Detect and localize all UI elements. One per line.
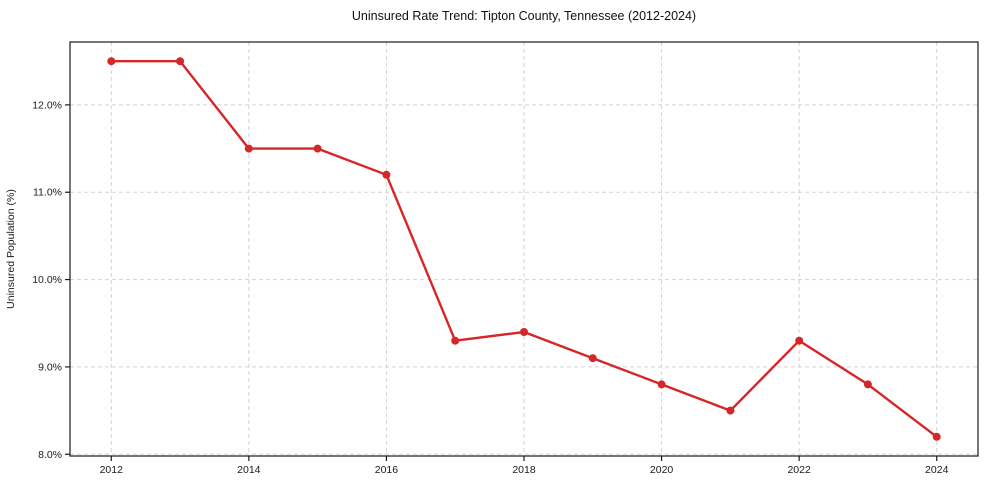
y-tick-label: 11.0% xyxy=(33,187,62,199)
chart-title: Uninsured Rate Trend: Tipton County, Ten… xyxy=(352,9,696,23)
x-tick-label: 2020 xyxy=(650,464,674,476)
trend-line-series xyxy=(107,57,941,441)
data-point xyxy=(657,380,666,389)
data-point xyxy=(313,144,322,153)
data-point xyxy=(520,328,528,336)
axis-ticks xyxy=(65,104,938,461)
data-point xyxy=(795,336,804,345)
data-point xyxy=(244,144,253,153)
x-tick-label: 2022 xyxy=(787,464,811,476)
data-point xyxy=(451,336,460,345)
y-tick-label: 12.0% xyxy=(32,99,62,111)
x-tick-label: 2016 xyxy=(375,464,399,476)
data-point xyxy=(176,57,185,66)
x-tick-label: 2012 xyxy=(100,464,124,476)
data-point xyxy=(726,406,735,415)
tick-labels: 2012 2014 2016 2018 2020 2022 2024 8.0% 9.0% 10.0… xyxy=(32,99,948,476)
y-tick-label: 8.0% xyxy=(38,449,62,461)
data-point xyxy=(863,380,872,389)
data-point xyxy=(932,432,941,441)
x-tick-label: 2024 xyxy=(925,464,949,476)
x-tick-label: 2014 xyxy=(237,464,261,476)
y-tick-label: 9.0% xyxy=(38,361,62,373)
gridlines xyxy=(70,42,978,456)
y-axis-label: Uninsured Population (%) xyxy=(5,189,17,309)
x-tick-label: 2018 xyxy=(512,464,536,476)
data-point xyxy=(107,57,116,66)
data-point xyxy=(382,170,391,179)
y-tick-label: 10.0% xyxy=(32,274,62,286)
data-point xyxy=(588,354,597,363)
